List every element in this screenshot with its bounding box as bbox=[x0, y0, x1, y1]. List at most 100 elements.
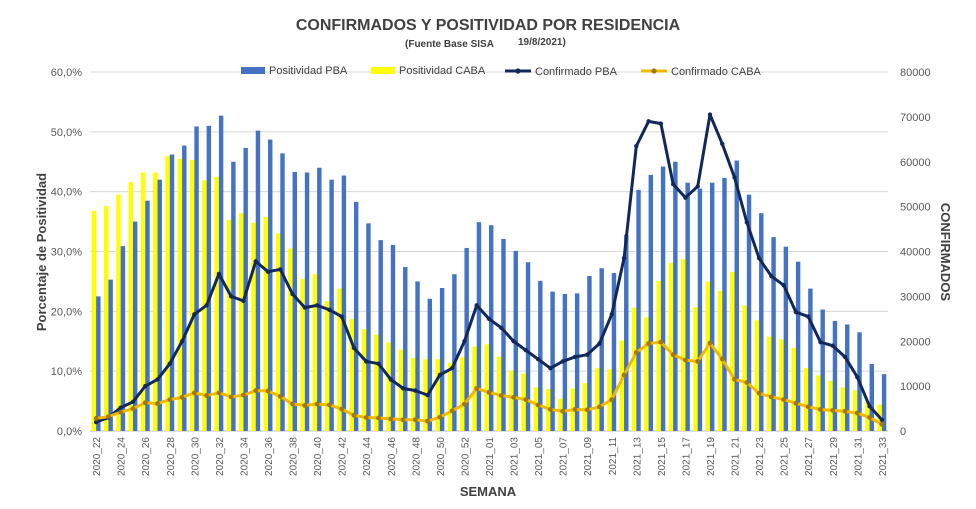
point-confirmado-pba bbox=[842, 354, 848, 360]
bar-positividad-pba bbox=[783, 246, 789, 431]
point-confirmado-pba bbox=[732, 175, 737, 180]
x-tick-label: 2021_13 bbox=[632, 437, 643, 476]
bar-positividad-pba bbox=[427, 298, 433, 431]
bar-positividad-pba bbox=[845, 324, 850, 431]
y2-tick-label: 20000 bbox=[900, 336, 931, 348]
point-confirmado-pba bbox=[327, 307, 332, 313]
bar-positividad-pba bbox=[452, 274, 457, 431]
point-confirmado-caba bbox=[216, 390, 222, 396]
y2-tick-label: 50000 bbox=[900, 202, 931, 214]
point-confirmado-caba bbox=[290, 401, 295, 407]
point-confirmado-caba bbox=[486, 390, 492, 395]
point-confirmado-caba bbox=[241, 392, 246, 398]
point-confirmado-caba bbox=[204, 393, 210, 398]
bar-positividad-pba bbox=[808, 288, 813, 431]
point-confirmado-pba bbox=[720, 141, 725, 146]
point-confirmado-caba bbox=[646, 341, 651, 346]
bar-positividad-caba bbox=[435, 359, 440, 431]
point-confirmado-pba bbox=[400, 386, 406, 391]
bar-positividad-caba bbox=[460, 357, 465, 431]
point-confirmado-caba bbox=[511, 394, 516, 400]
point-confirmado-caba bbox=[498, 393, 504, 398]
point-confirmado-pba bbox=[179, 339, 185, 344]
bar-positividad-pba bbox=[206, 125, 212, 431]
bar-positividad-caba bbox=[91, 210, 97, 431]
point-confirmado-caba bbox=[339, 406, 345, 412]
point-confirmado-pba bbox=[695, 184, 700, 189]
bar-positividad-pba bbox=[366, 223, 371, 431]
point-confirmado-pba bbox=[548, 365, 553, 371]
point-confirmado-caba bbox=[400, 417, 406, 423]
bar-positividad-pba bbox=[157, 179, 162, 431]
bar-positividad-pba bbox=[550, 291, 555, 431]
x-tick-label: 2021_29 bbox=[829, 437, 840, 476]
y2-tick-label: 30000 bbox=[900, 291, 931, 303]
point-confirmado-pba bbox=[302, 305, 308, 310]
point-confirmado-caba bbox=[756, 390, 762, 396]
point-confirmado-caba bbox=[719, 356, 725, 362]
point-confirmado-pba bbox=[118, 405, 123, 410]
y2-tick-label: 0 bbox=[900, 426, 906, 438]
bar-positividad-pba bbox=[329, 179, 334, 431]
bar-positividad-caba bbox=[668, 262, 674, 431]
x-tick-label: 2020_48 bbox=[411, 437, 422, 476]
bar-positividad-caba bbox=[386, 342, 391, 431]
bar-positividad-pba bbox=[574, 293, 580, 431]
bar-positividad-caba bbox=[840, 387, 846, 431]
bar-positividad-caba bbox=[263, 216, 269, 431]
bar-positividad-pba bbox=[169, 154, 175, 431]
bar-positividad-caba bbox=[128, 182, 133, 431]
point-confirmado-caba bbox=[768, 394, 774, 400]
point-confirmado-pba bbox=[621, 256, 627, 261]
x-tick-label: 2021_07 bbox=[559, 437, 570, 476]
bar-positividad-pba bbox=[624, 234, 629, 431]
point-confirmado-caba bbox=[597, 404, 602, 410]
bar-positividad-pba bbox=[317, 167, 322, 432]
point-confirmado-pba bbox=[806, 314, 811, 319]
point-confirmado-pba bbox=[192, 312, 197, 317]
bar-positividad-pba bbox=[771, 237, 776, 431]
point-confirmado-caba bbox=[191, 390, 197, 396]
point-confirmado-caba bbox=[388, 416, 394, 422]
chart-subtitle-source: (Fuente Base SISA bbox=[405, 39, 494, 50]
bar-positividad-pba bbox=[120, 246, 126, 431]
x-tick-label: 2020_46 bbox=[387, 437, 398, 476]
x-tick-label: 2021_11 bbox=[608, 437, 619, 476]
y-tick-label: 50,0% bbox=[51, 127, 82, 139]
point-confirmado-pba bbox=[609, 312, 614, 317]
point-confirmado-caba bbox=[670, 352, 676, 358]
bar-positividad-caba bbox=[165, 155, 170, 431]
bar-positividad-pba bbox=[132, 221, 138, 431]
x-tick-label: 2020_36 bbox=[264, 437, 275, 476]
bar-positividad-caba bbox=[226, 219, 232, 431]
x-tick-label: 2021_17 bbox=[681, 437, 692, 476]
bar-positividad-pba bbox=[746, 194, 752, 431]
point-confirmado-pba bbox=[793, 309, 799, 315]
point-confirmado-caba bbox=[155, 401, 160, 407]
bar-positividad-pba bbox=[648, 174, 654, 431]
x-tick-label: 2021_27 bbox=[804, 437, 815, 476]
bar-positividad-caba bbox=[631, 307, 637, 431]
legend-label: Positividad PBA bbox=[269, 65, 348, 77]
x-tick-label: 2020_38 bbox=[289, 437, 300, 476]
bar-positividad-caba bbox=[717, 290, 723, 431]
bar-positividad-pba bbox=[709, 182, 715, 431]
point-confirmado-pba bbox=[93, 419, 99, 425]
y-tick-label: 60,0% bbox=[51, 67, 82, 79]
bar-positividad-pba bbox=[268, 139, 273, 432]
point-confirmado-caba bbox=[351, 412, 357, 418]
x-tick-label: 2021_01 bbox=[485, 437, 496, 476]
y2-tick-label: 70000 bbox=[900, 112, 931, 124]
point-confirmado-caba bbox=[106, 414, 111, 420]
x-tick-label: 2020_44 bbox=[362, 437, 373, 476]
point-confirmado-caba bbox=[449, 408, 455, 414]
point-confirmado-caba bbox=[142, 400, 148, 406]
legend-marker bbox=[651, 68, 657, 74]
point-confirmado-pba bbox=[167, 361, 172, 366]
y2-tick-label: 80000 bbox=[900, 67, 931, 79]
point-confirmado-caba bbox=[179, 394, 185, 400]
x-tick-label: 2020_28 bbox=[166, 437, 177, 476]
point-confirmado-pba bbox=[683, 195, 688, 200]
bar-positividad-caba bbox=[410, 358, 416, 431]
